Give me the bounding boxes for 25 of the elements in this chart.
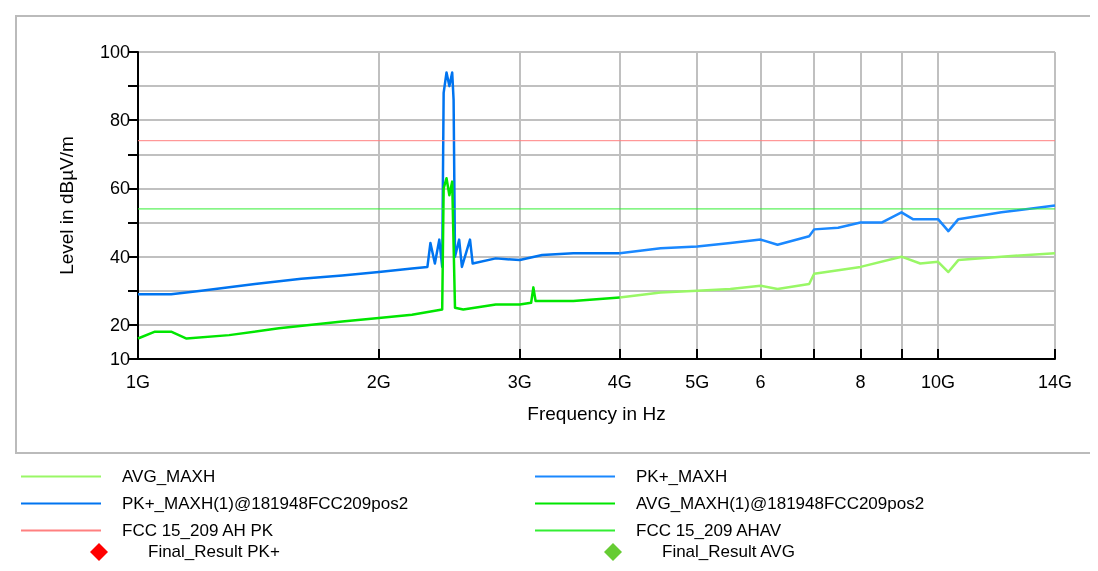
y-tick-label: 10 [109,349,130,369]
legend-label: PK+_MAXH(1)@181948FCC209pos2 [122,494,409,513]
legend-label: FCC 15_209 AHAV [636,521,782,540]
legend-label: PK+_MAXH [636,467,728,486]
x-tick-label: 14G [1037,372,1073,392]
legend-label: Final_Result PK+ [148,542,280,562]
x-tick-label: 1G [125,372,151,392]
x-tick-label: 10G [921,372,956,392]
legend-label: AVG_MAXH [122,467,216,486]
legend-label: Final_Result AVG [662,542,795,562]
y-tick-label: 80 [109,110,130,131]
x-tick-label: 6 [755,372,766,392]
y-tick-label: 100 [99,42,130,62]
y-tick-label: 20 [109,314,130,335]
x-tick-label: 8 [855,372,866,392]
x-tick-label: 4G [607,372,632,392]
y-tick-label: 60 [109,178,130,199]
y-tick-label: 40 [109,246,130,267]
x-tick-label: 2G [366,372,391,392]
x-axis-title: Frequency in Hz [527,403,666,424]
x-tick-label: 3G [507,372,532,392]
x-tick-label: 5G [685,372,710,392]
legend-label: AVG_MAXH(1)@181948FCC209pos2 [636,494,925,513]
legend-label: FCC 15_209 AH PK [122,521,274,540]
y-axis-title: Level in dBµV/m [56,136,77,275]
